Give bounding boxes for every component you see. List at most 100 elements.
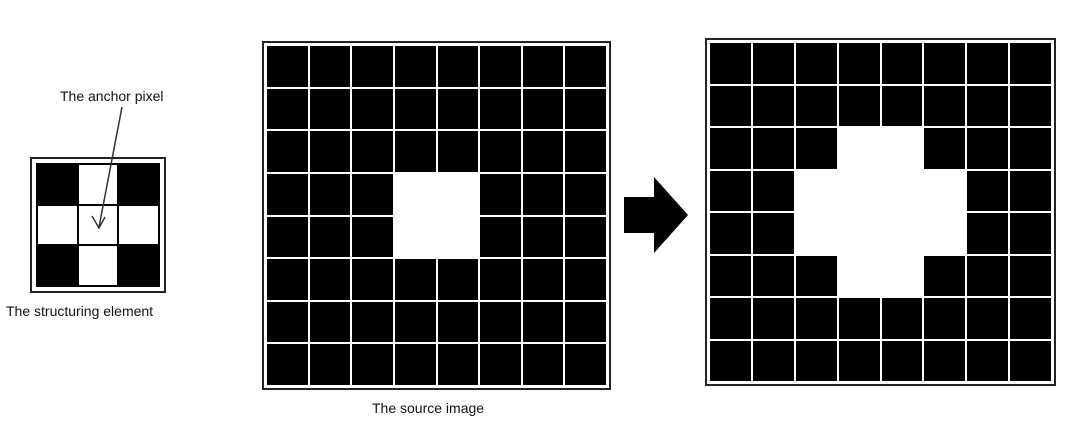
- source-image-cell-0-6: [522, 46, 564, 87]
- result-image-cell-1-0: [710, 85, 751, 126]
- source-image-cell-0-0: [267, 46, 308, 87]
- source-image-cell-2-1: [309, 131, 351, 172]
- result-image-cell-3-6: [967, 170, 1009, 211]
- structuring-element-cell-1-1: [77, 204, 119, 246]
- result-image-cell-6-5: [924, 298, 966, 339]
- result-image-cell-7-5: [924, 340, 966, 381]
- source-image-cell-4-3: [394, 216, 436, 258]
- structuring-element-cell-2-2: [118, 245, 159, 286]
- source-image-cell-6-4: [437, 301, 479, 343]
- result-image-cell-2-0: [710, 128, 751, 169]
- result-image-cell-3-2: [795, 170, 837, 211]
- source-image-cell-7-6: [522, 344, 564, 385]
- result-image-cell-2-7: [1010, 128, 1051, 169]
- anchor-pixel-label: The anchor pixel: [60, 88, 164, 104]
- source-image-cell-5-4: [437, 259, 479, 300]
- source-image-cell-4-5: [480, 216, 521, 258]
- source-image-cell-5-1: [309, 259, 351, 300]
- source-image-cell-3-2: [352, 173, 393, 215]
- result-image-grid: [710, 43, 1051, 381]
- source-image-cell-1-4: [437, 88, 479, 130]
- source-image-cell-2-4: [437, 131, 479, 172]
- source-image-cell-2-0: [267, 131, 308, 172]
- result-image-cell-5-0: [710, 255, 751, 296]
- result-image-cell-6-4: [881, 298, 923, 339]
- result-image-cell-6-6: [967, 298, 1009, 339]
- result-image-cell-6-1: [752, 298, 794, 339]
- result-image-cell-0-7: [1010, 43, 1051, 84]
- source-image-label: The source image: [372, 400, 485, 416]
- result-image-cell-4-2: [795, 213, 837, 254]
- result-image-cell-4-1: [752, 213, 794, 254]
- structuring-element-label: The structuring element: [6, 303, 154, 319]
- result-image-cell-7-2: [795, 340, 837, 381]
- source-image-cell-4-7: [565, 216, 606, 258]
- result-image-frame: [705, 38, 1056, 386]
- source-image-cell-4-0: [267, 216, 308, 258]
- result-image-cell-2-1: [752, 128, 794, 169]
- source-image-cell-6-6: [522, 301, 564, 343]
- source-image-cell-1-5: [480, 88, 521, 130]
- structuring-element-cell-0-1: [77, 164, 119, 205]
- source-image-cell-0-4: [437, 46, 479, 87]
- result-image-cell-0-6: [967, 43, 1009, 84]
- result-image-cell-7-4: [881, 340, 923, 381]
- result-image-cell-0-4: [881, 43, 923, 84]
- source-image-cell-1-6: [522, 88, 564, 130]
- source-image-cell-0-7: [565, 46, 606, 87]
- result-image-cell-0-2: [795, 43, 837, 84]
- source-image-cell-6-2: [352, 301, 393, 343]
- result-image-cell-3-0: [710, 170, 751, 211]
- result-image-cell-5-2: [795, 255, 837, 296]
- source-image-frame: [262, 41, 611, 390]
- result-image-cell-2-4: [881, 128, 923, 169]
- result-image-cell-1-7: [1010, 85, 1051, 126]
- source-image-cell-3-0: [267, 173, 308, 215]
- source-image-cell-5-5: [480, 259, 521, 300]
- result-image-cell-4-3: [838, 213, 880, 254]
- structuring-element-cell-0-0: [37, 164, 78, 205]
- result-image-cell-4-7: [1010, 213, 1051, 254]
- result-image-cell-5-3: [838, 255, 880, 296]
- result-image-cell-4-5: [924, 213, 966, 254]
- result-image-cell-5-4: [881, 255, 923, 296]
- result-image-cell-1-2: [795, 85, 837, 126]
- result-image-cell-6-0: [710, 298, 751, 339]
- source-image-cell-0-2: [352, 46, 393, 87]
- result-image-cell-6-7: [1010, 298, 1051, 339]
- source-image-cell-3-5: [480, 173, 521, 215]
- source-image-cell-2-2: [352, 131, 393, 172]
- source-image-cell-4-6: [522, 216, 564, 258]
- source-image-cell-3-4: [437, 173, 479, 215]
- result-image-cell-0-5: [924, 43, 966, 84]
- source-image-cell-2-7: [565, 131, 606, 172]
- result-image-cell-0-3: [838, 43, 880, 84]
- source-image-cell-1-2: [352, 88, 393, 130]
- result-image-cell-7-1: [752, 340, 794, 381]
- result-image-cell-3-7: [1010, 170, 1051, 211]
- source-image-cell-4-4: [437, 216, 479, 258]
- result-image-cell-2-6: [967, 128, 1009, 169]
- source-image-cell-7-7: [565, 344, 606, 385]
- source-image-cell-3-6: [522, 173, 564, 215]
- source-image-cell-1-3: [394, 88, 436, 130]
- source-image-cell-6-7: [565, 301, 606, 343]
- source-image-cell-1-1: [309, 88, 351, 130]
- structuring-element-cell-2-1: [77, 245, 119, 286]
- structuring-element-cell-2-0: [37, 245, 78, 286]
- source-image-cell-2-3: [394, 131, 436, 172]
- structuring-element-cell-1-2: [118, 204, 159, 246]
- source-image-cell-7-4: [437, 344, 479, 385]
- source-image-cell-7-3: [394, 344, 436, 385]
- result-image-cell-3-1: [752, 170, 794, 211]
- source-image-cell-0-1: [309, 46, 351, 87]
- result-image-cell-3-3: [838, 170, 880, 211]
- source-image-cell-6-0: [267, 301, 308, 343]
- source-image-cell-7-0: [267, 344, 308, 385]
- result-image-cell-3-5: [924, 170, 966, 211]
- source-image-cell-0-3: [394, 46, 436, 87]
- source-image-cell-5-0: [267, 259, 308, 300]
- result-image-cell-5-5: [924, 255, 966, 296]
- result-image-cell-7-7: [1010, 340, 1051, 381]
- result-image-cell-1-3: [838, 85, 880, 126]
